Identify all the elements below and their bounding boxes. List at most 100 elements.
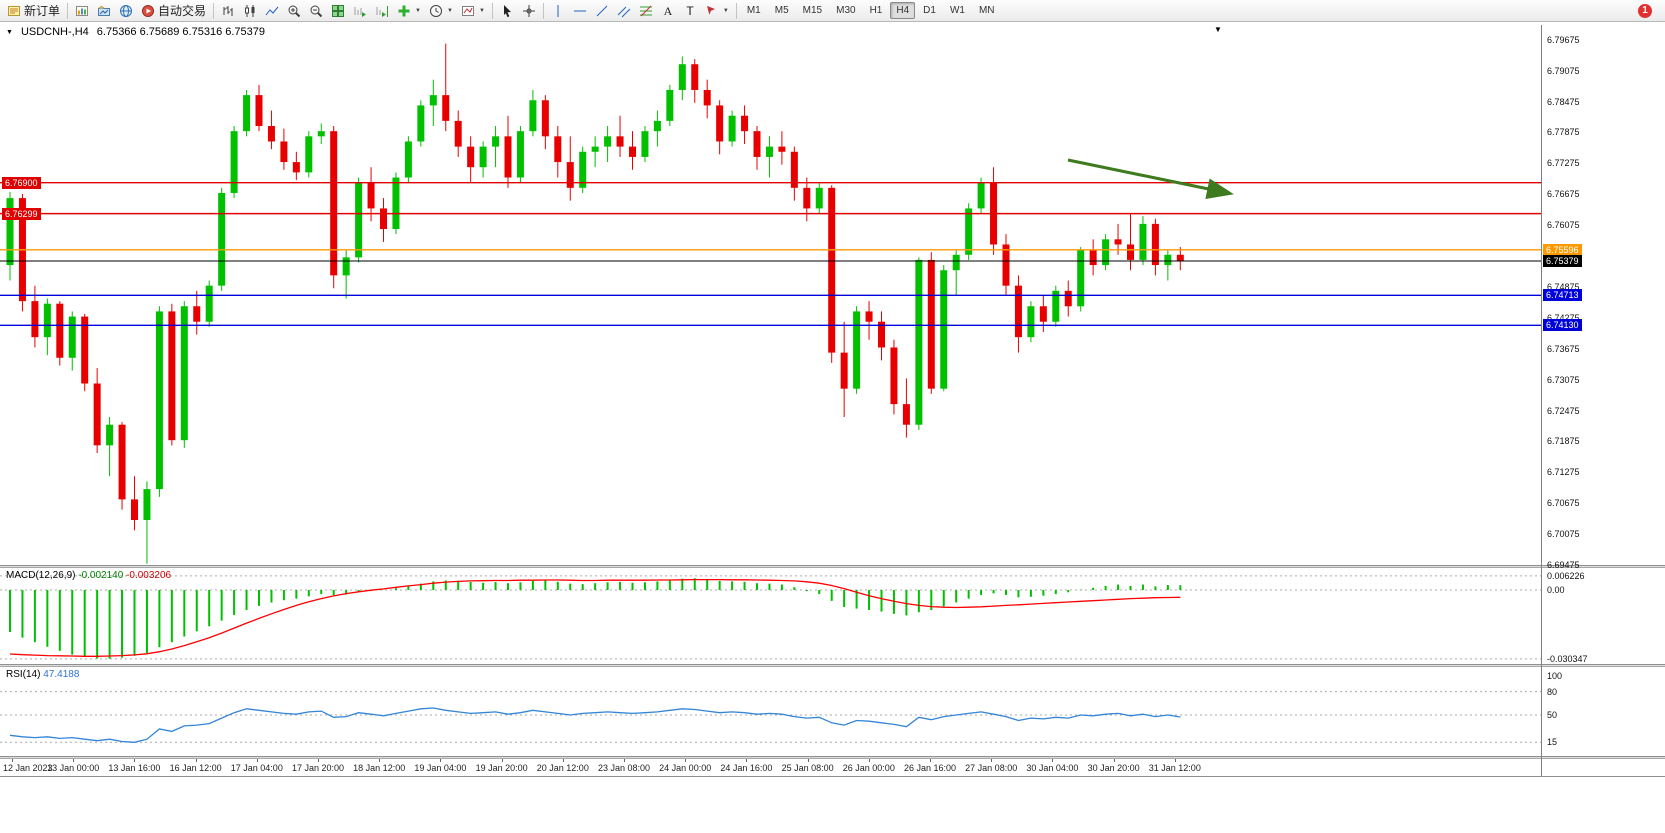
text-icon: A	[664, 4, 673, 18]
time-axis-label: 19 Jan 20:00	[475, 763, 528, 773]
one-click-trading-toggle-icon[interactable]: ▼	[6, 28, 13, 36]
candle-body	[878, 321, 885, 348]
line-price-label[interactable]: 6.76900	[2, 176, 41, 189]
candle-body	[342, 257, 350, 276]
crosshair-button[interactable]	[518, 0, 540, 21]
candle-body	[741, 115, 749, 132]
profiles-icon	[98, 5, 111, 16]
text-tool-button[interactable]: A	[657, 0, 679, 21]
candle-body	[131, 499, 138, 520]
timeframe-W1[interactable]: W1	[949, 5, 965, 16]
price-scale-box[interactable]: 6.74713	[1543, 289, 1582, 302]
candlestick-mode-button[interactable]	[239, 0, 261, 21]
timeframe-M1[interactable]: M1	[746, 5, 761, 16]
candle-body	[1039, 306, 1047, 322]
auto-scroll-button[interactable]	[349, 0, 371, 21]
zoom-out-button[interactable]	[305, 0, 327, 21]
macd-signal-value: -0.003206	[126, 570, 172, 581]
channel-tool-button[interactable]	[613, 0, 635, 21]
time-axis-label: 24 Jan 16:00	[720, 763, 773, 773]
candle-body	[93, 383, 101, 446]
candle-body	[255, 95, 263, 127]
timeframe-MN[interactable]: MN	[978, 5, 995, 16]
rsi-scale-label: 80	[1547, 686, 1558, 697]
candle-body	[1002, 244, 1010, 286]
main-chart-canvas[interactable]	[0, 25, 1541, 566]
line-price-label[interactable]: 6.76299	[2, 207, 41, 220]
macd-signal-line	[9, 578, 1181, 657]
candle-body	[1014, 285, 1022, 338]
vertical-line-tool-button[interactable]	[547, 0, 569, 21]
candle-body	[180, 306, 188, 441]
candle-body	[1151, 223, 1159, 266]
price-scale[interactable]: 6.79675 6.79075 6.78475 6.77875 6.77275 6.766…	[1541, 25, 1665, 776]
timeframe-H1[interactable]: H1	[869, 5, 883, 16]
tile-windows-button[interactable]	[327, 0, 349, 21]
notification-badge[interactable]: 1	[1638, 3, 1652, 18]
autotrading-button[interactable]: 自动交易	[137, 0, 210, 21]
trend-arrow[interactable]	[1067, 158, 1234, 200]
marketwatch-button[interactable]	[115, 0, 137, 21]
candle-body	[977, 182, 985, 209]
timeframe-H4[interactable]: H4	[890, 2, 916, 19]
trendline-tool-button[interactable]	[591, 0, 613, 21]
new-chart-button[interactable]	[71, 0, 93, 21]
panel-divider[interactable]	[0, 565, 1665, 568]
time-tick	[256, 759, 258, 762]
candle-body	[1176, 254, 1184, 261]
chart-shift-button[interactable]	[371, 0, 393, 21]
zoom-in-button[interactable]	[283, 0, 305, 21]
arrows-tool-button[interactable]: ▼	[701, 0, 733, 21]
add-indicator-icon	[398, 5, 410, 16]
timeframe-D1[interactable]: D1	[923, 5, 936, 16]
text-label-tool-button[interactable]: T	[679, 0, 701, 21]
periods-button[interactable]: ▼	[425, 0, 457, 21]
indicators-button[interactable]: ▼	[393, 0, 425, 21]
globe-icon	[120, 4, 133, 17]
price-axis-label: 6.71275	[1547, 467, 1580, 478]
price-scale-box[interactable]: 6.75596	[1543, 243, 1582, 256]
separator	[67, 2, 69, 19]
cursor-button[interactable]	[496, 0, 518, 21]
timeframe-M5[interactable]: M5	[774, 5, 789, 16]
new-order-button[interactable]: 新订单	[3, 0, 64, 21]
rsi-panel-canvas[interactable]	[0, 667, 1541, 756]
time-tick	[991, 759, 993, 762]
candle-body	[454, 120, 462, 147]
time-tick	[868, 759, 870, 762]
price-axis-label: 6.79675	[1547, 34, 1580, 45]
price-scale-box[interactable]: 6.74130	[1543, 319, 1582, 332]
line-chart-mode-button[interactable]	[261, 0, 283, 21]
timeframe-M15[interactable]: M15	[802, 5, 823, 16]
panel-divider[interactable]	[0, 756, 1665, 759]
candle-body	[815, 187, 823, 209]
templates-button[interactable]: ▼	[457, 0, 489, 21]
bar-chart-mode-button[interactable]	[217, 0, 239, 21]
candle-body	[479, 146, 487, 168]
cursor-icon	[503, 4, 511, 17]
candle-body	[292, 162, 300, 173]
chart-symbol-period: USDCNH-,H4	[20, 26, 89, 38]
svg-text:T: T	[686, 4, 694, 18]
tile-windows-icon	[332, 4, 345, 17]
candle-body	[417, 105, 425, 142]
price-axis-label: 6.71875	[1547, 436, 1580, 447]
macd-panel-canvas[interactable]	[0, 568, 1541, 664]
time-axis[interactable]: 12 Jan 2023 13 Jan 00:00 13 Jan 16:00 16 Ja…	[0, 759, 1541, 776]
horizontal-line-icon	[573, 10, 586, 11]
time-axis-label: 13 Jan 00:00	[47, 763, 100, 773]
time-tick	[12, 759, 13, 762]
horizontal-line-tool-button[interactable]	[569, 0, 591, 21]
time-axis-label: 30 Jan 04:00	[1026, 763, 1079, 773]
candle-body	[230, 131, 238, 193]
chart-shift-marker[interactable]: ▼	[1214, 25, 1222, 34]
fibonacci-tool-button[interactable]	[635, 0, 657, 21]
candle-body	[1164, 254, 1172, 266]
timeframe-M30[interactable]: M30	[836, 5, 856, 16]
profiles-button[interactable]	[93, 0, 115, 21]
candle-body	[467, 146, 475, 168]
candle-body	[666, 89, 674, 121]
time-axis-label: 16 Jan 12:00	[169, 763, 222, 773]
panel-divider[interactable]	[0, 664, 1665, 667]
time-tick	[685, 759, 687, 762]
